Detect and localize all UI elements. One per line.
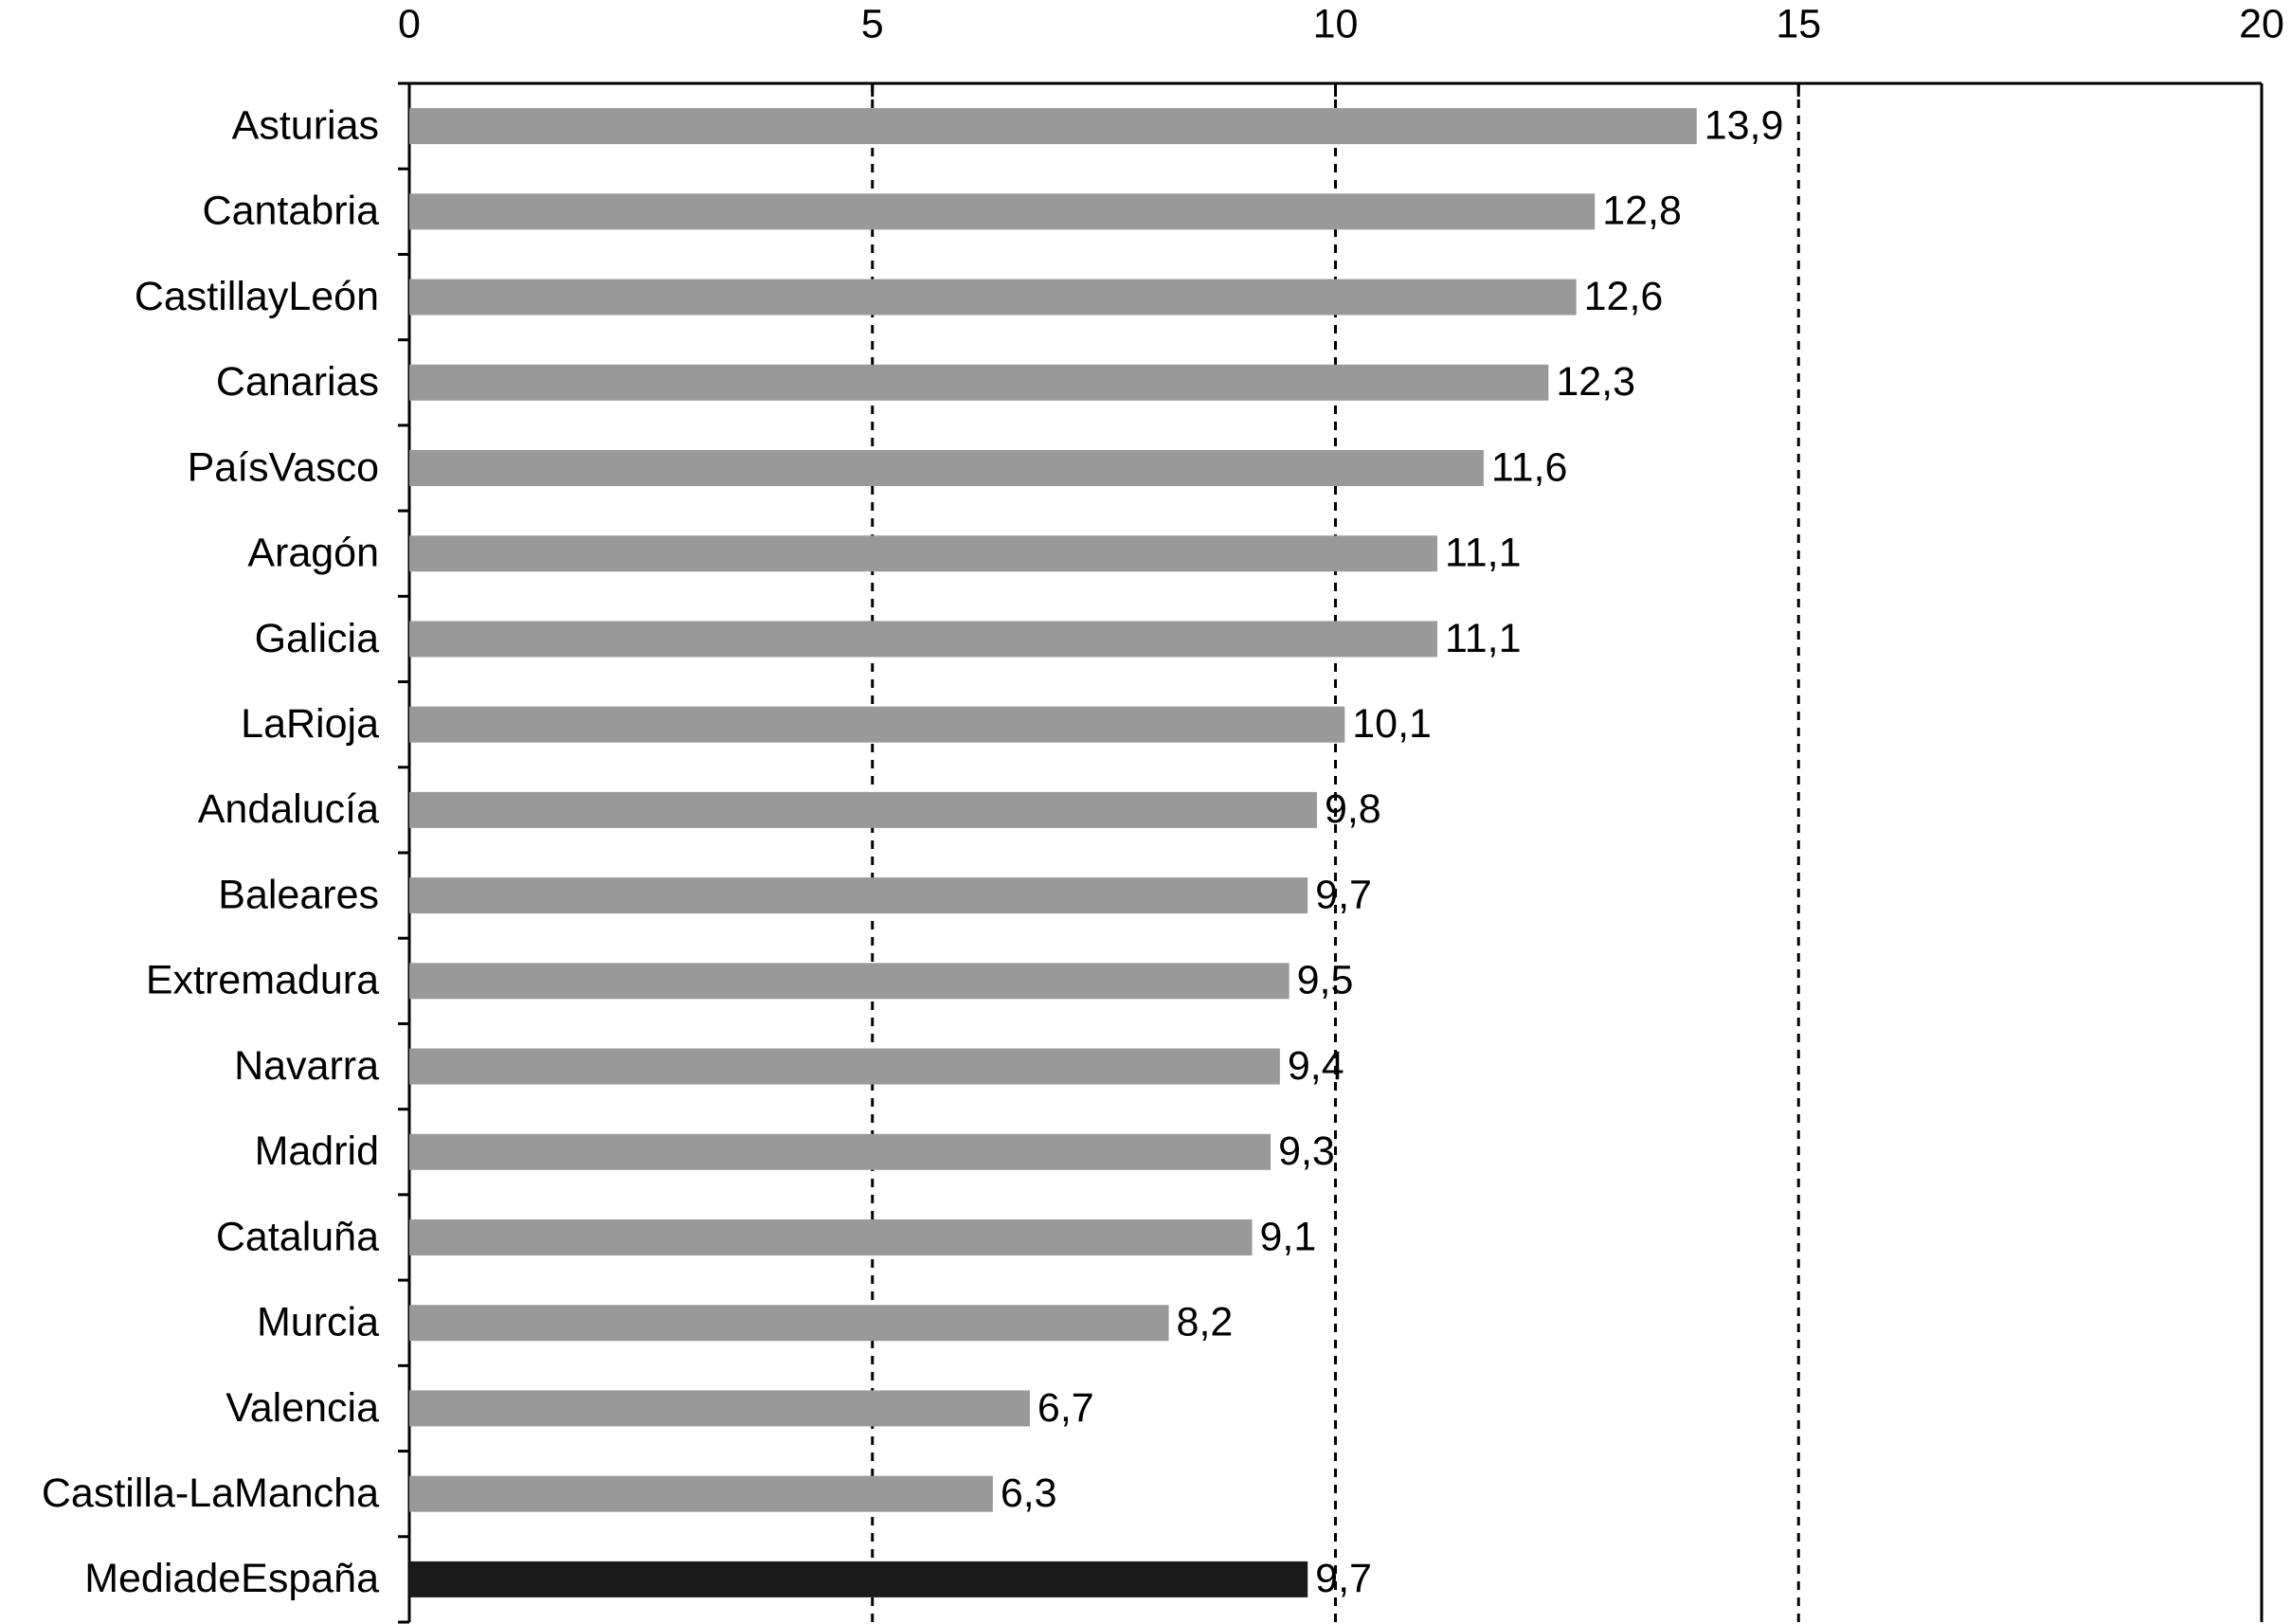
value-label: 9,4 <box>1288 1043 1344 1089</box>
bar <box>409 193 1596 230</box>
value-label: 11,1 <box>1445 531 1522 576</box>
bar <box>409 108 1697 145</box>
bar <box>409 279 1577 316</box>
y-tick-label: Andalucía <box>198 786 379 832</box>
y-tick-label: Murcia <box>257 1300 379 1345</box>
value-label: 13,9 <box>1705 102 1784 148</box>
bar <box>409 535 1438 572</box>
y-tick-label: Cataluña <box>216 1214 379 1259</box>
y-tick-label: PaísVasco <box>188 444 379 490</box>
value-label: 11,6 <box>1491 444 1568 490</box>
y-tick-label: Aragón <box>247 531 379 576</box>
value-label: 12,8 <box>1602 189 1682 234</box>
bar <box>409 963 1290 1000</box>
y-tick-label: Madrid <box>255 1128 379 1174</box>
value-label: 12,3 <box>1556 359 1635 405</box>
value-label: 6,3 <box>1001 1471 1057 1516</box>
y-tick-label: Asturias <box>232 102 379 148</box>
bar <box>409 1561 1308 1597</box>
value-label: 9,3 <box>1278 1128 1335 1174</box>
bar <box>409 1048 1280 1085</box>
bar <box>409 1390 1030 1427</box>
x-tick-label: 0 <box>398 1 421 46</box>
bar <box>409 877 1308 914</box>
bar <box>409 621 1438 658</box>
y-tick-label: Cantabria <box>203 189 380 234</box>
value-label: 9,1 <box>1260 1214 1317 1259</box>
value-label: 9,7 <box>1315 872 1372 917</box>
y-tick-label: CastillayLeón <box>135 274 379 319</box>
x-tick-label: 20 <box>2239 1 2284 46</box>
y-tick-label: MediadeEspaña <box>84 1556 379 1601</box>
bar <box>409 364 1549 401</box>
value-label: 6,7 <box>1037 1385 1094 1431</box>
y-tick-label: Extremadura <box>146 958 379 1003</box>
y-tick-label: Castilla-LaMancha <box>42 1471 379 1516</box>
x-tick-label: 5 <box>861 1 884 46</box>
y-tick-label: Canarias <box>216 359 379 405</box>
value-label: 11,1 <box>1445 616 1522 661</box>
y-tick-label: LaRioja <box>241 701 379 747</box>
bar <box>409 791 1317 828</box>
y-tick-label: Galicia <box>255 616 380 661</box>
bar <box>409 1475 993 1512</box>
bar <box>409 1133 1272 1170</box>
value-label: 9,5 <box>1297 958 1354 1003</box>
x-tick-label: 10 <box>1313 1 1359 46</box>
value-label: 9,8 <box>1325 786 1381 832</box>
value-label: 9,7 <box>1315 1556 1372 1601</box>
bar <box>409 1305 1169 1342</box>
bar <box>409 450 1484 486</box>
bar <box>409 1219 1253 1255</box>
y-tick-label: Valencia <box>225 1385 379 1431</box>
value-label: 8,2 <box>1177 1300 1234 1345</box>
value-label: 10,1 <box>1352 701 1432 747</box>
y-tick-label: Navarra <box>234 1043 379 1089</box>
x-tick-label: 15 <box>1776 1 1821 46</box>
y-tick-label: Baleares <box>218 872 379 917</box>
bar <box>409 706 1345 743</box>
value-label: 12,6 <box>1584 274 1664 319</box>
